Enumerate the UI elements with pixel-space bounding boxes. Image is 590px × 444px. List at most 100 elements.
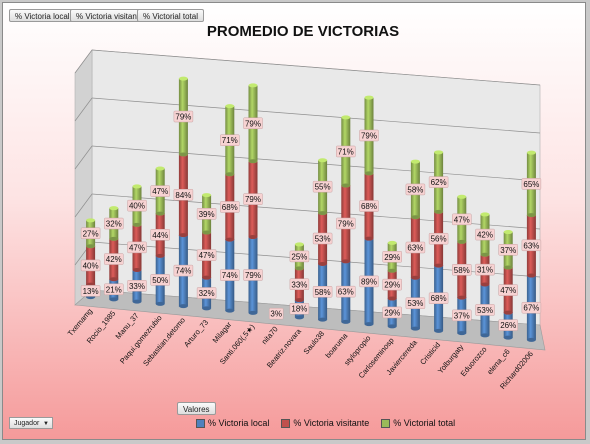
bar-bottom-0-2: [132, 299, 142, 304]
bar-bottom-2-10: [318, 211, 328, 216]
bar-bottom-1-11: [341, 259, 351, 264]
bar-bottom-0-10: [318, 317, 328, 322]
data-label-box: [475, 228, 495, 241]
data-label-box: [359, 129, 379, 142]
data-label-1-14: 63%: [407, 244, 423, 253]
bar-bottom-2-9: [294, 266, 304, 271]
legend-label-local: % Victoria local: [208, 418, 270, 428]
data-label-0-9: 18%: [291, 305, 307, 314]
data-label-2-3: 47%: [152, 187, 168, 196]
data-label-1-3: 44%: [152, 231, 168, 240]
bar-bottom-2-15: [434, 209, 444, 214]
data-label-box: [312, 232, 333, 245]
bar-top-2-13: [387, 240, 397, 245]
data-label-box: [196, 208, 217, 220]
bar-bottom-2-5: [202, 230, 212, 235]
data-label-1-16: 58%: [454, 266, 470, 275]
data-label-box: [268, 307, 284, 320]
data-label-box: [220, 269, 240, 281]
field-button-victoria-total[interactable]: % Victorial total: [137, 9, 204, 22]
data-label-box: [104, 217, 124, 230]
data-label-0-19: 67%: [523, 304, 539, 313]
data-label-box: [521, 178, 542, 190]
data-label-1-11: 79%: [338, 219, 354, 228]
data-label-box: [243, 117, 263, 130]
data-label-0-2: 33%: [129, 282, 145, 291]
bar-bottom-0-7: [248, 310, 258, 315]
data-label-1-6: 68%: [222, 203, 238, 212]
bar-bottom-2-14: [410, 215, 420, 220]
category-label: elena_c6: [485, 347, 511, 376]
data-label-box: [289, 278, 310, 291]
bar-bottom-0-15: [434, 328, 444, 333]
data-label-box: [173, 264, 194, 277]
category-label: Milagar: [211, 320, 234, 345]
gridline: [74, 49, 93, 74]
bar-bottom-2-18: [503, 265, 513, 270]
data-label-box: [498, 319, 518, 331]
bar-top-2-3: [155, 166, 165, 171]
data-label-box: [80, 285, 101, 297]
bar-bottom-1-18: [503, 310, 513, 315]
data-label-0-11: 63%: [338, 288, 354, 297]
data-label-box: [150, 185, 170, 197]
data-label-1-4: 84%: [175, 191, 191, 200]
data-label-0-3: 50%: [152, 276, 168, 285]
data-label-2-14: 58%: [407, 185, 423, 194]
data-label-2-2: 40%: [129, 202, 145, 211]
data-label-box: [127, 199, 147, 212]
data-label-2-18: 37%: [500, 246, 516, 255]
data-label-1-5: 47%: [199, 251, 215, 260]
data-label-0-13: 29%: [384, 308, 400, 317]
data-label-0-4: 74%: [175, 267, 191, 276]
chevron-down-icon: ▼: [43, 421, 49, 427]
data-label-box: [104, 283, 124, 296]
data-label-0-6: 74%: [222, 271, 238, 280]
bar-bottom-2-0: [86, 244, 96, 249]
bar-top-2-18: [503, 230, 513, 235]
data-label-box: [336, 145, 356, 158]
gridline: [91, 49, 541, 86]
data-label-2-13: 29%: [384, 253, 400, 262]
data-label-box: [220, 201, 240, 213]
chart-title: PROMEDIO DE VICTORIAS: [206, 23, 400, 40]
legend-swatch-visitante: [281, 418, 291, 428]
legend-item-local: % Victoria local: [196, 418, 269, 428]
bar-top-2-11: [341, 115, 351, 120]
data-label-2-16: 47%: [454, 215, 470, 224]
values-field-button[interactable]: Valores: [177, 402, 216, 415]
data-label-0-12: 89%: [361, 277, 377, 286]
data-label-box: [428, 176, 449, 188]
data-label-0-17: 53%: [477, 306, 493, 315]
data-label-1-15: 56%: [431, 235, 447, 244]
bar-bottom-2-3: [155, 211, 165, 216]
data-label-box: [196, 249, 217, 261]
bar-top-2-2: [132, 184, 142, 189]
bar-bottom-0-12: [364, 322, 374, 327]
bar-bottom-0-16: [457, 331, 467, 336]
data-label-2-11: 71%: [338, 147, 354, 156]
data-label-box: [452, 264, 472, 276]
data-label-1-7: 79%: [245, 195, 261, 204]
data-label-box: [150, 229, 170, 241]
bar-bottom-0-6: [225, 308, 235, 313]
data-label-box: [150, 274, 170, 286]
category-label: nita70: [260, 325, 280, 346]
bar-bottom-0-18: [503, 335, 513, 340]
bar-bottom-1-17: [480, 282, 490, 287]
data-label-box: [428, 232, 449, 245]
bar-bottom-2-7: [248, 159, 258, 164]
gridline: [74, 145, 93, 170]
bar-top-2-1: [109, 206, 119, 211]
gridline: [91, 97, 541, 134]
bar-bottom-1-19: [526, 273, 536, 278]
jugador-filter-button[interactable]: Jugador ▼: [9, 417, 53, 429]
data-label-box: [359, 200, 379, 212]
bar-top-2-9: [294, 242, 304, 247]
data-label-1-19: 63%: [523, 241, 539, 250]
bar-bottom-1-12: [364, 236, 374, 241]
bar-bottom-1-2: [132, 267, 142, 272]
bar-bottom-1-7: [248, 235, 258, 240]
data-label-0-14: 53%: [407, 299, 423, 308]
data-label-2-5: 39%: [199, 210, 215, 219]
